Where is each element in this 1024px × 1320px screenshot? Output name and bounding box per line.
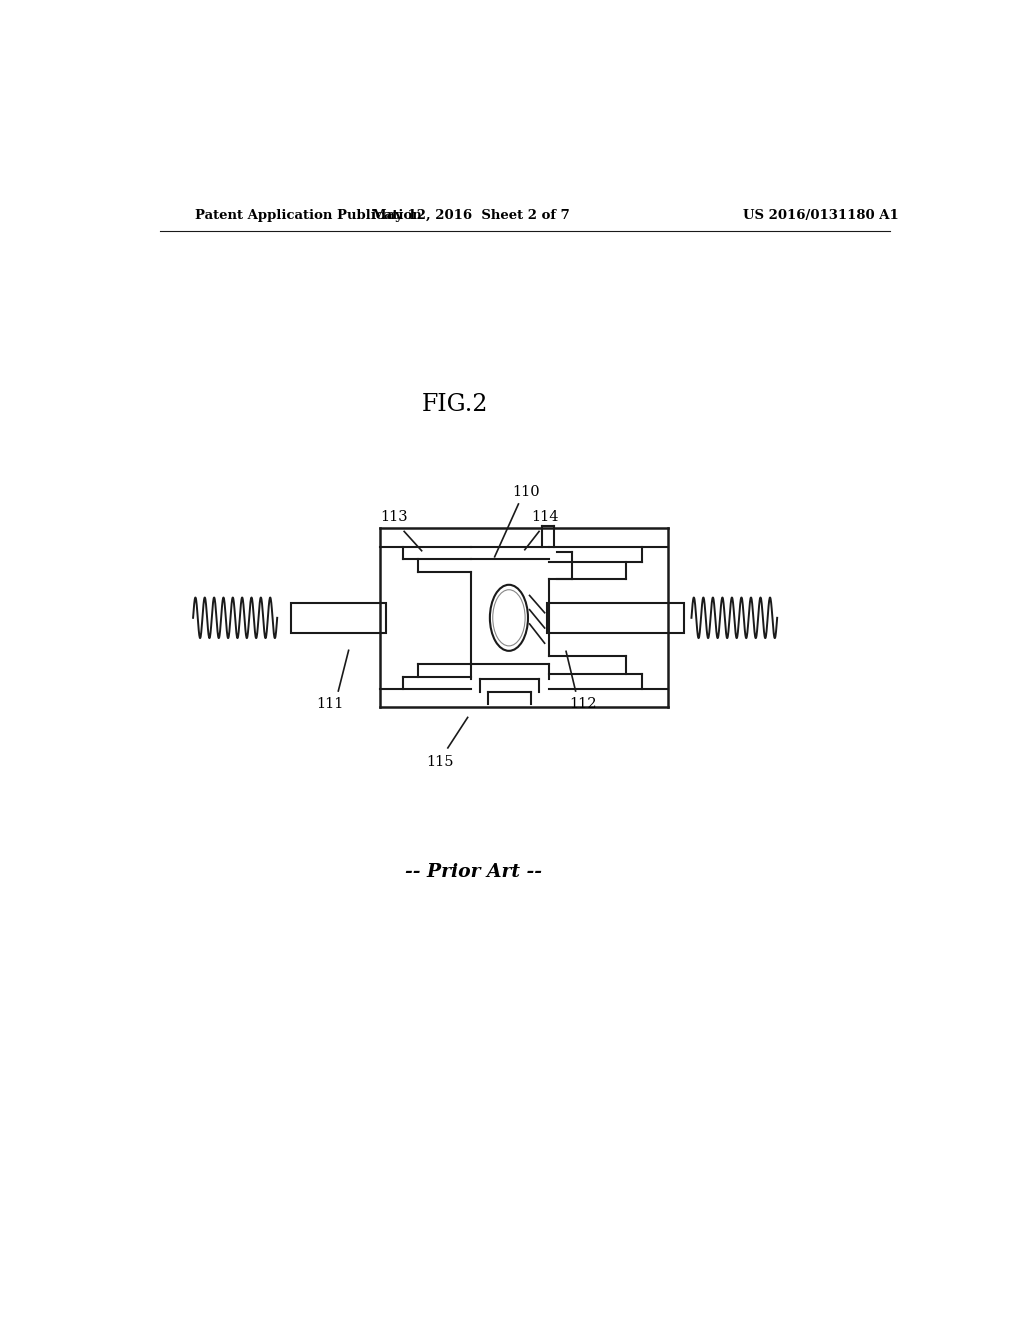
Text: FIG.2: FIG.2 (422, 393, 488, 416)
Text: US 2016/0131180 A1: US 2016/0131180 A1 (743, 209, 899, 222)
Ellipse shape (489, 585, 528, 651)
Text: May 12, 2016  Sheet 2 of 7: May 12, 2016 Sheet 2 of 7 (372, 209, 569, 222)
Bar (291, 602, 386, 634)
Text: 114: 114 (531, 511, 559, 524)
Text: 115: 115 (426, 755, 454, 770)
Text: 113: 113 (380, 511, 408, 524)
Text: Patent Application Publication: Patent Application Publication (196, 209, 422, 222)
Text: 110: 110 (513, 484, 541, 499)
Bar (547, 602, 684, 634)
Text: 111: 111 (315, 697, 343, 711)
Ellipse shape (493, 590, 525, 645)
Text: -- Prior Art --: -- Prior Art -- (404, 863, 542, 880)
Text: 112: 112 (569, 697, 597, 711)
